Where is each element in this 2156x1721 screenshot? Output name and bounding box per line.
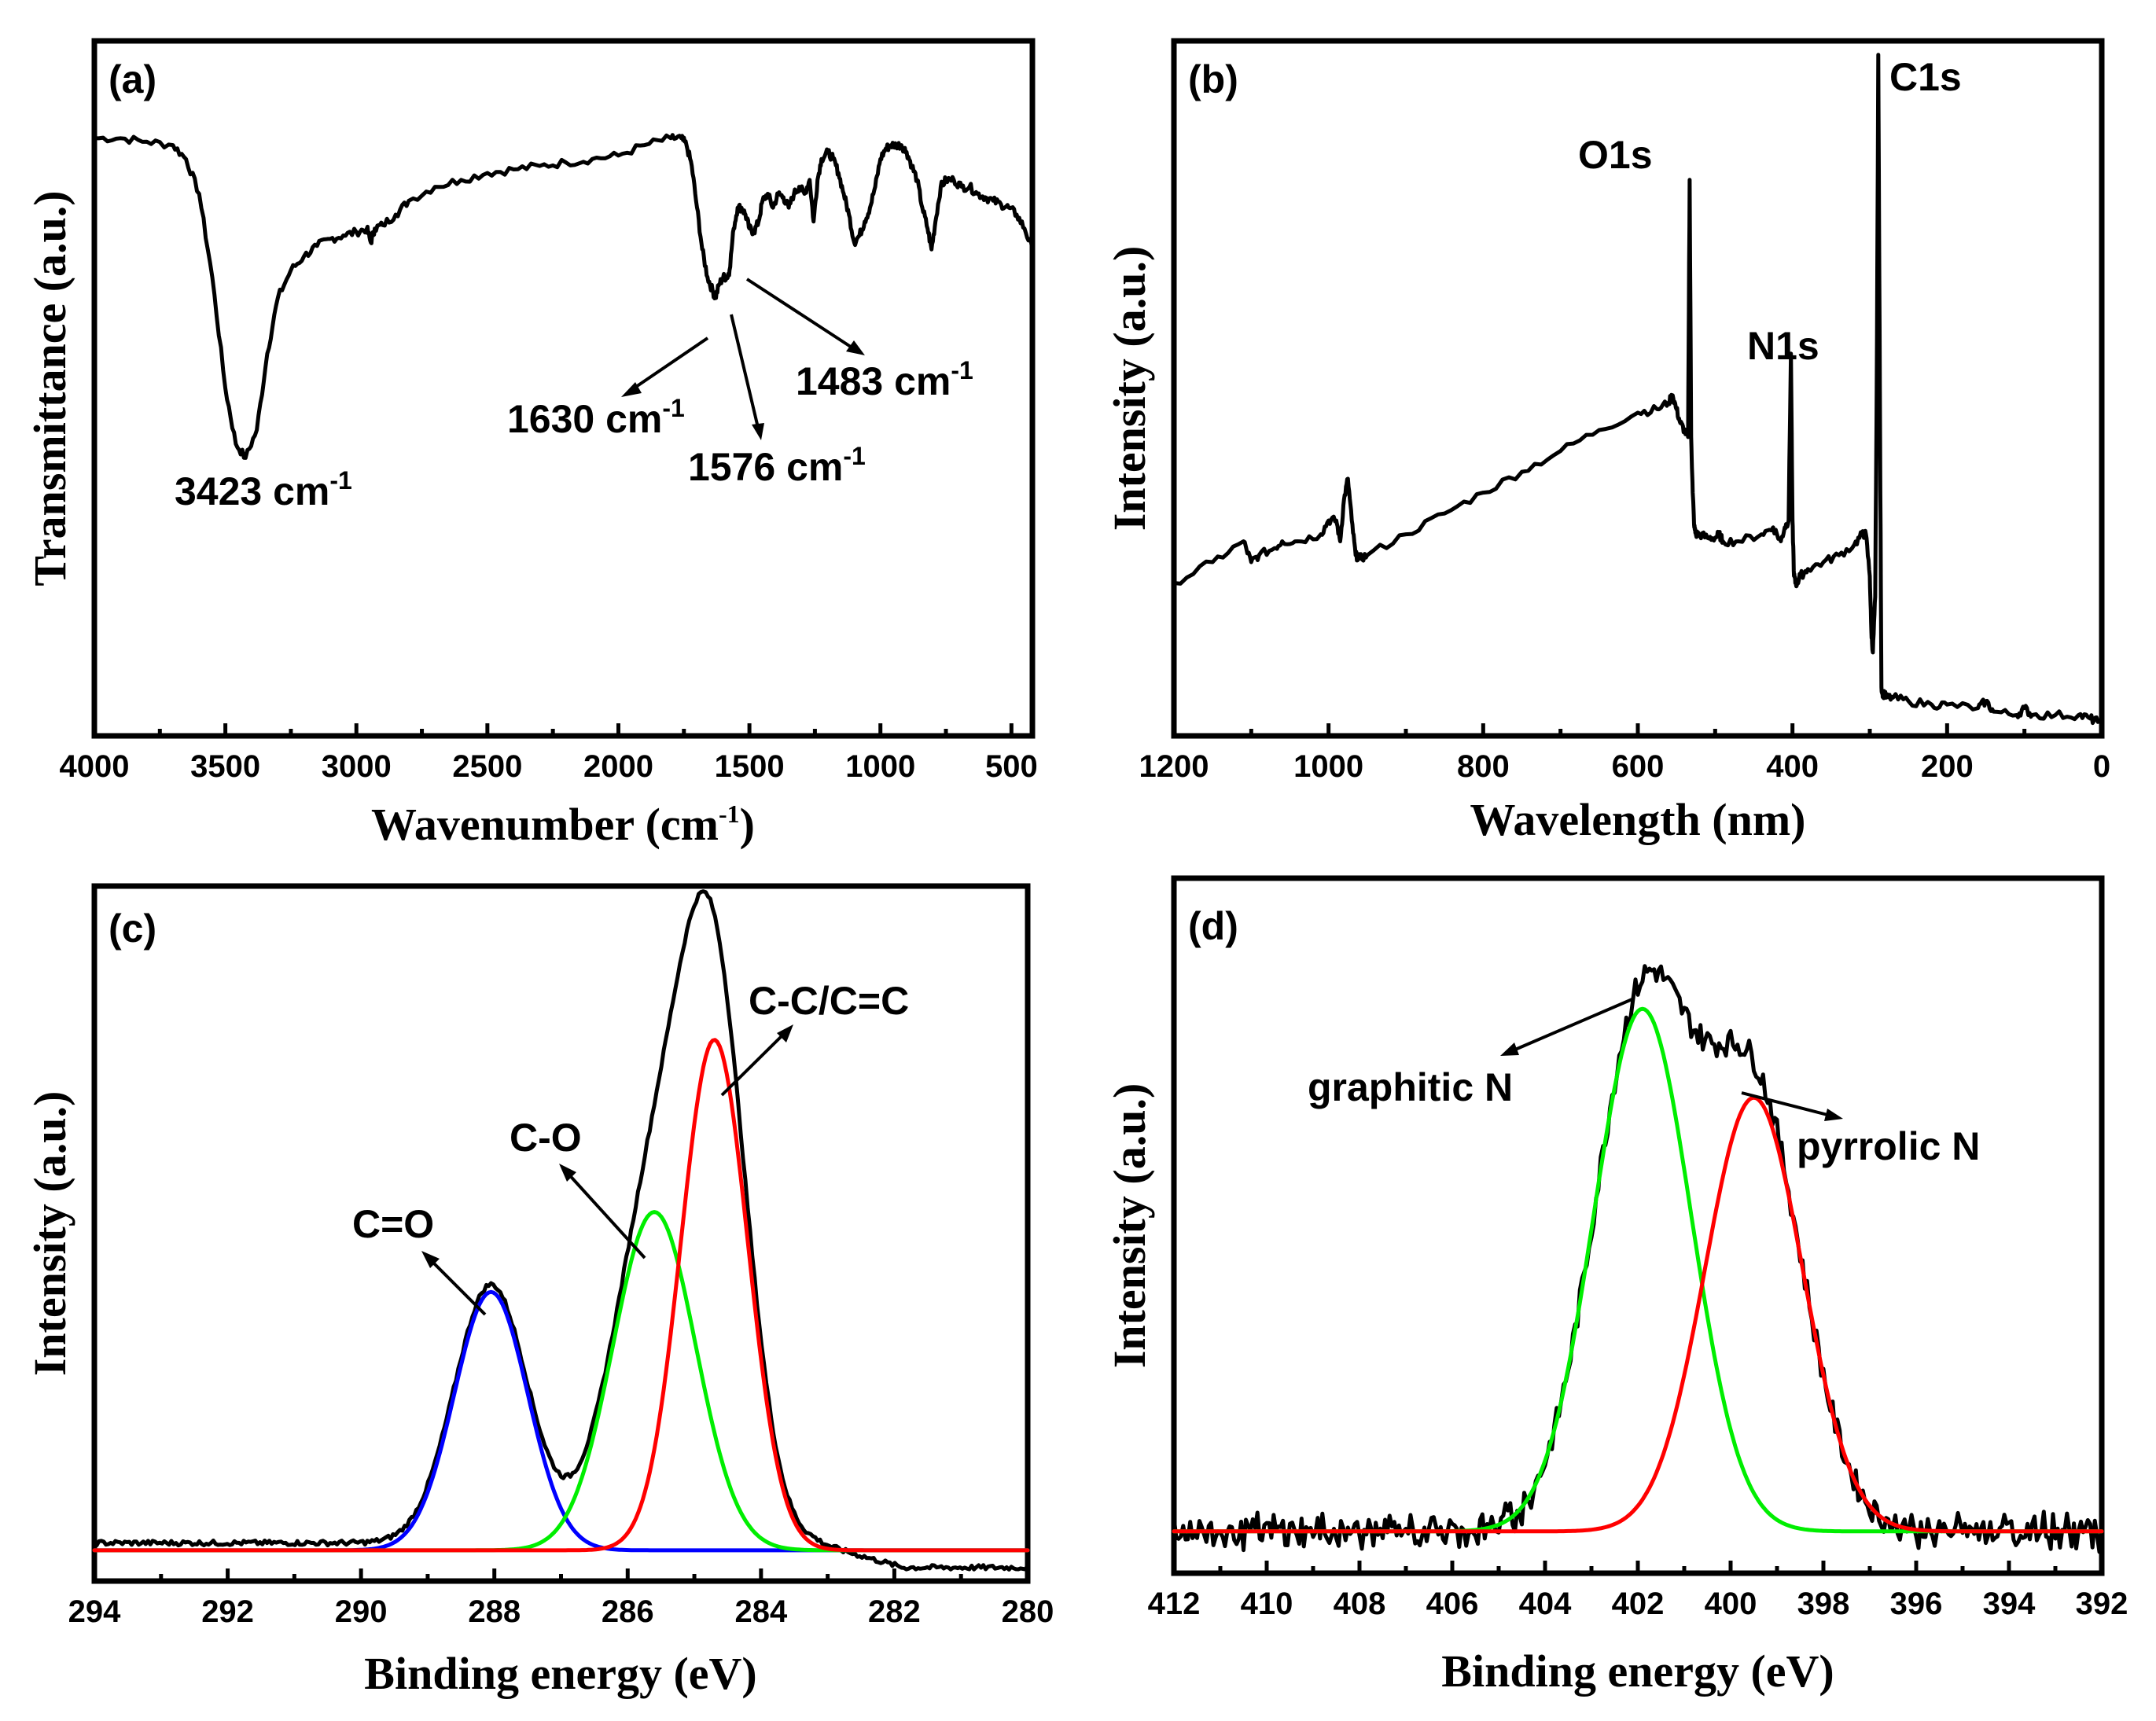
series-line-ftir [92, 133, 1035, 460]
x-tick-label: 2000 [583, 749, 653, 784]
x-tick-label: 400 [1705, 1587, 1757, 1621]
annotation-n1s: N1s [1747, 324, 1819, 368]
panel-c-ylabel: Intensity (a.u.) [24, 1091, 75, 1377]
x-tick-label: 4000 [60, 749, 130, 784]
x-tick-label: 410 [1241, 1587, 1293, 1621]
annotation-arrows-c [421, 1024, 793, 1316]
x-tick-label: 1500 [715, 749, 785, 784]
panel-a-frame [91, 38, 1036, 739]
x-tick-label: 286 [602, 1594, 654, 1629]
x-tick-label: 392 [2076, 1587, 2128, 1621]
x-tick-label: 402 [1612, 1587, 1665, 1621]
panel-a: 4000 3500 3000 2500 2000 1500 1000 500 (a) Wave… [24, 38, 1038, 850]
panel-c-label: (c) [109, 906, 156, 951]
x-tick-label: 400 [1766, 749, 1819, 784]
x-tick-label: 412 [1148, 1587, 1201, 1621]
annotation-arrows-d [1500, 997, 1843, 1121]
x-tick-label: 290 [335, 1594, 388, 1629]
series-line-xps-survey [1172, 53, 2100, 726]
annotation-arrows-a [621, 278, 865, 440]
annotation-c1s: C1s [1889, 55, 1962, 99]
annotation-o1s: O1s [1578, 133, 1653, 177]
panel-a-ylabel: Transmittance (a.u.) [24, 190, 75, 586]
panel-d: 412 410 408 406 404 402 400 398 396 394 392 (d) Bi… [1104, 875, 2128, 1697]
x-tick-label: 500 [985, 749, 1038, 784]
x-tick-label: 284 [734, 1594, 787, 1629]
x-tick-label: 406 [1426, 1587, 1479, 1621]
series-line-pyrrolic-n [1172, 1095, 2104, 1534]
panel-a-label: (a) [109, 57, 156, 101]
annotation-1576: 1576 cm-1 [688, 442, 866, 489]
x-tick-label: 408 [1334, 1587, 1386, 1621]
annotation-graphitic-n: graphitic N [1308, 1065, 1513, 1109]
x-tick-label: 1200 [1139, 749, 1209, 784]
panel-d-label: (d) [1188, 904, 1238, 948]
panel-b-xlabel: Wavelength (nm) [1470, 794, 1806, 845]
annotation-1630: 1630 cm-1 [507, 394, 685, 441]
x-tick-label: 404 [1519, 1587, 1572, 1621]
x-tick-label: 292 [201, 1594, 254, 1629]
x-tick-label: 1000 [845, 749, 915, 784]
series-line-c-o [92, 1289, 1030, 1553]
panel-b-label: (b) [1188, 57, 1238, 101]
annotation-c-c: C-C/C=C [749, 979, 909, 1023]
annotation-c-o: C-O [510, 1116, 582, 1160]
x-tick-label: 288 [468, 1594, 521, 1629]
series-line-c-c-c-c [92, 1038, 1030, 1553]
series-line-c-o [92, 1210, 1030, 1553]
x-tick-label: 0 [2093, 749, 2110, 784]
annotation-c-eq-o: C=O [352, 1202, 434, 1246]
annotation-3423: 3423 cm-1 [175, 466, 352, 513]
x-tick-label: 398 [1797, 1587, 1850, 1621]
x-tick-label: 396 [1890, 1587, 1943, 1621]
x-tick-label: 280 [1002, 1594, 1054, 1629]
series-line-raw [92, 889, 1030, 1572]
x-tick-label: 2500 [452, 749, 522, 784]
x-tick-label: 800 [1457, 749, 1510, 784]
x-tick-label: 1000 [1293, 749, 1363, 784]
panel-d-ylabel: Intensity (a.u.) [1104, 1083, 1155, 1369]
panel-a-xlabel: Wavenumber (cm-1) [371, 799, 755, 850]
series-line-raw [1172, 964, 2104, 1554]
panel-d-xlabel: Binding energy (eV) [1441, 1646, 1834, 1697]
panel-b-ylabel: Intensity (a.u.) [1104, 246, 1155, 531]
panel-c-xlabel: Binding energy (eV) [364, 1648, 756, 1699]
x-tick-label: 3500 [190, 749, 260, 784]
x-tick-label: 200 [1921, 749, 1974, 784]
x-tick-label: 394 [1983, 1587, 2036, 1621]
x-tick-label: 600 [1612, 749, 1665, 784]
panel-b: 1200 1000 800 600 400 200 0 (b) Wavelength (nm… [1104, 38, 2110, 845]
x-tick-label: 282 [868, 1594, 921, 1629]
panel-c: 294 292 290 288 286 284 282 280 (c) Binding ene… [24, 883, 1054, 1699]
x-tick-label: 294 [68, 1594, 121, 1629]
x-tick-label: 3000 [322, 749, 392, 784]
annotation-pyrrolic-n: pyrrolic N [1797, 1124, 1980, 1168]
annotation-1483: 1483 cm-1 [796, 356, 973, 403]
